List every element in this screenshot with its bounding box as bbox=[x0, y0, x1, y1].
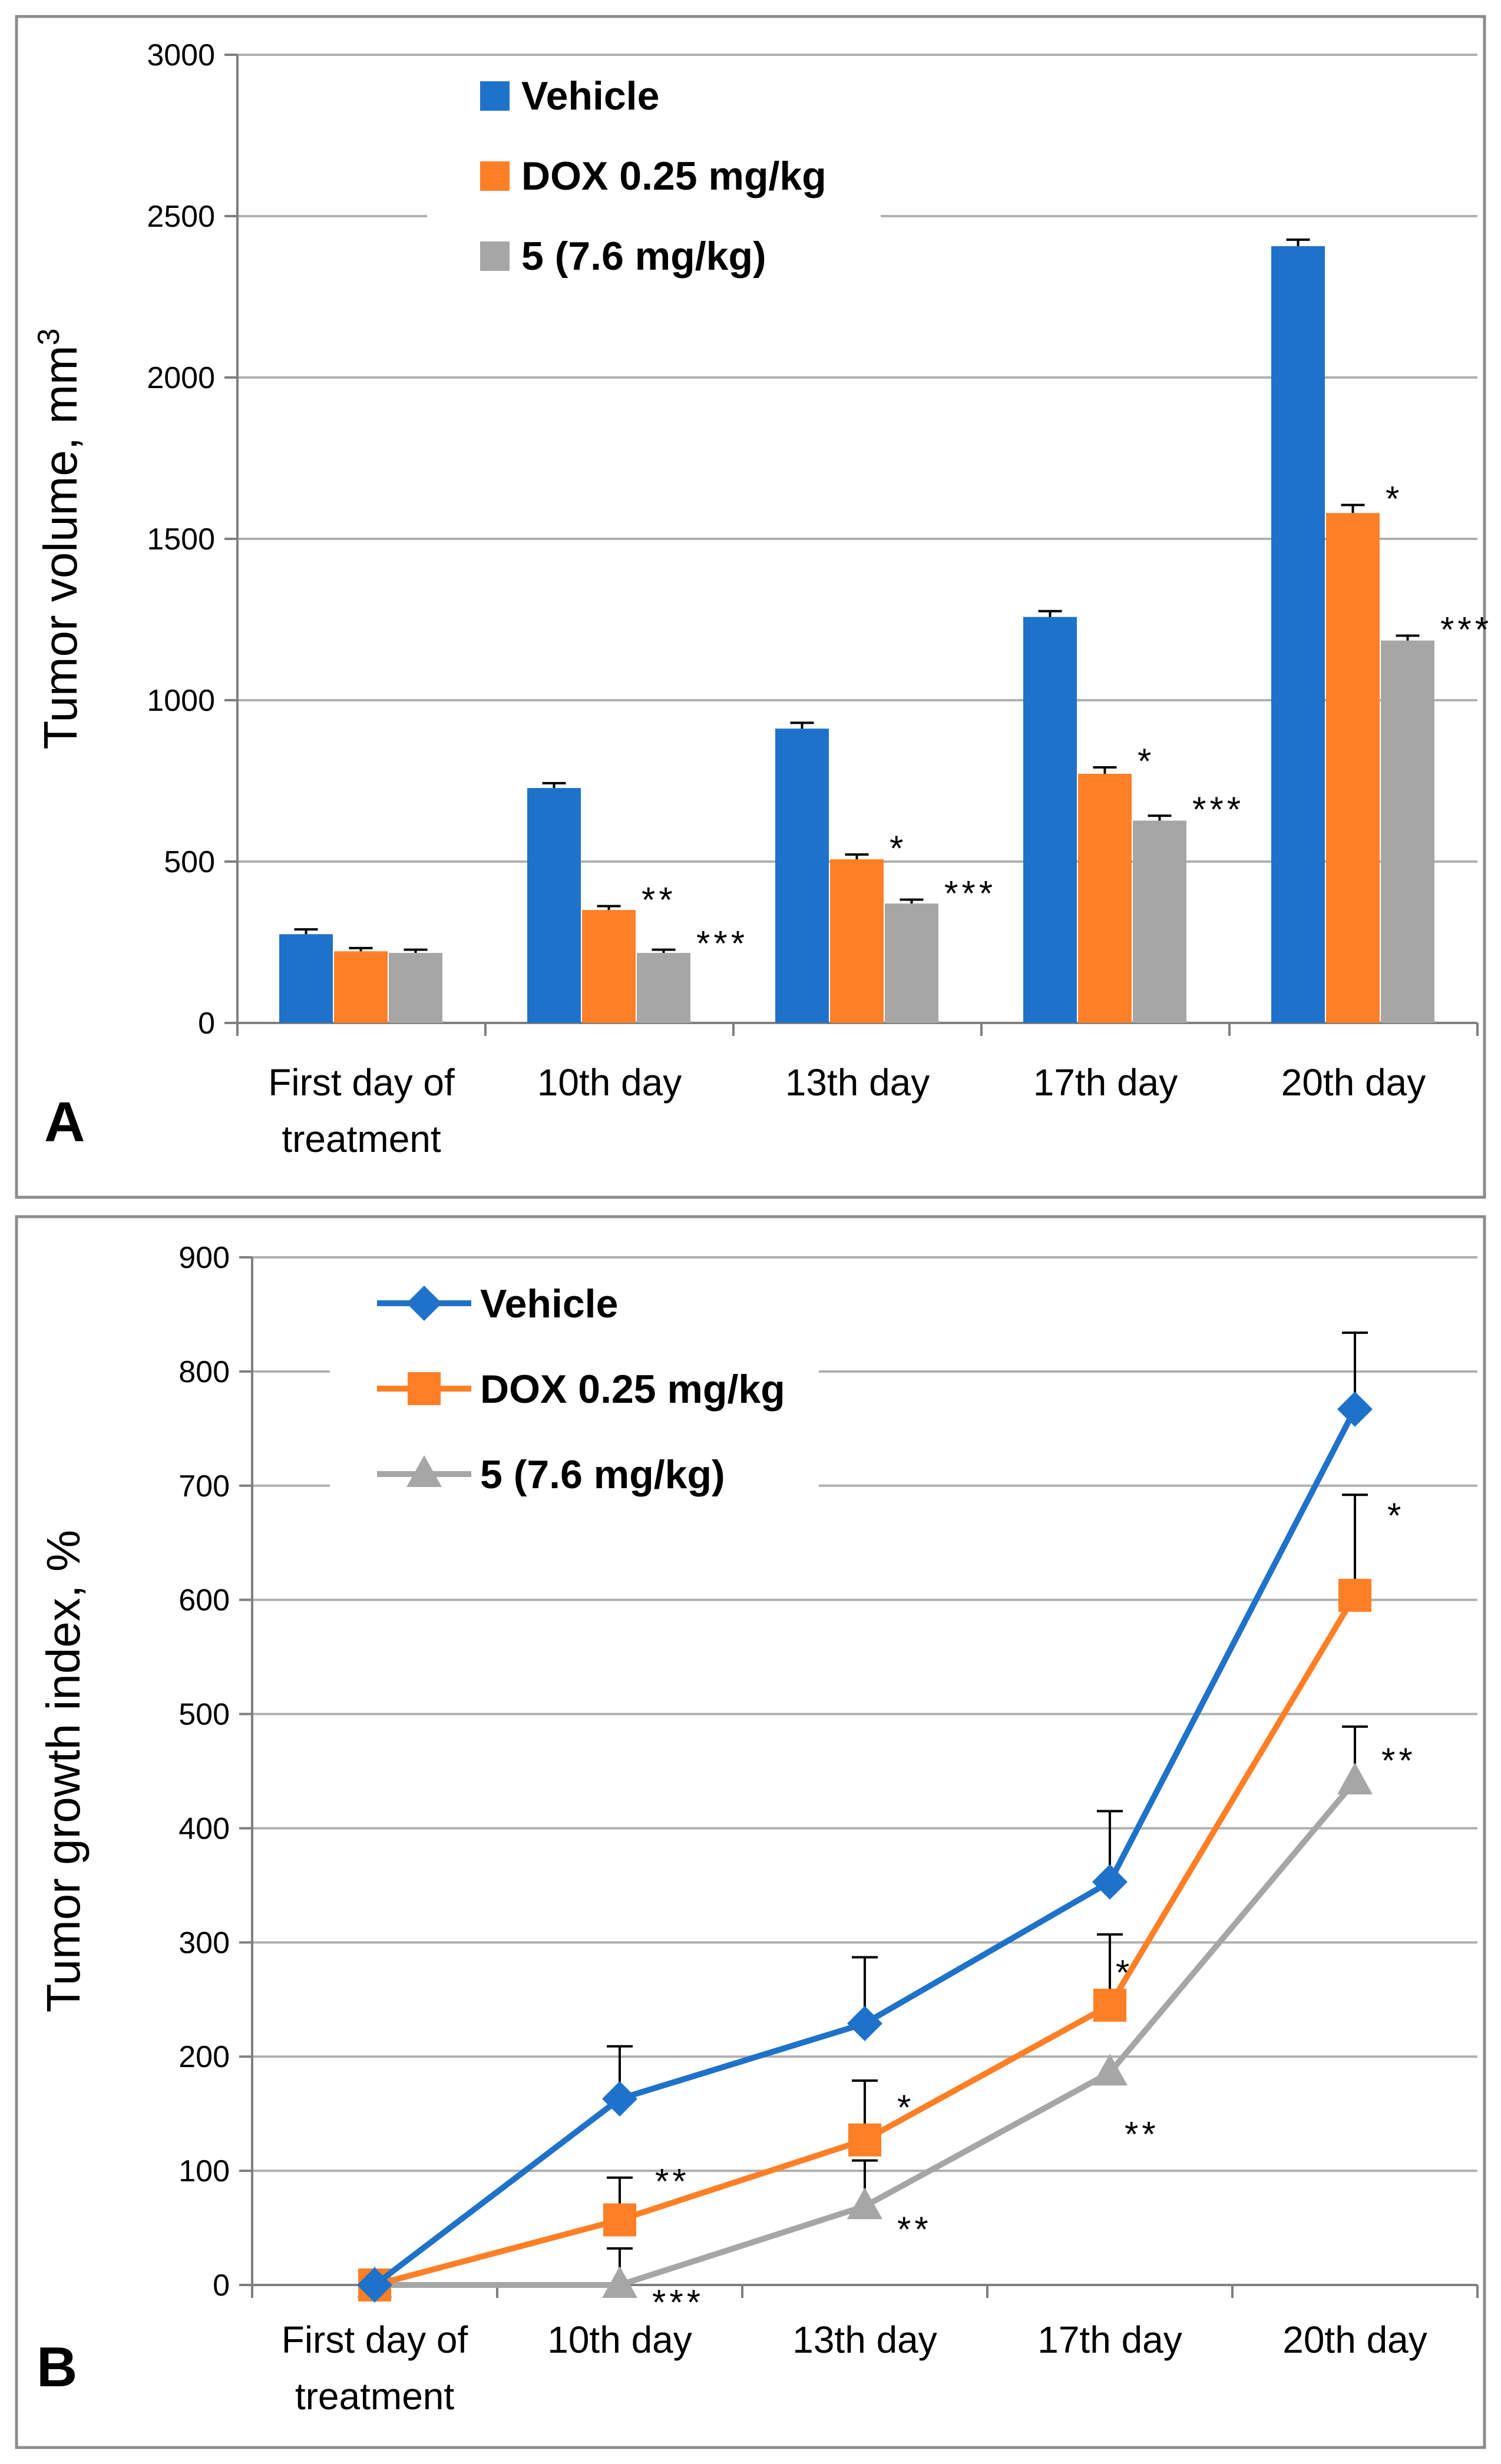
point-dox-0-25-mg-kg-13th-day bbox=[848, 2123, 881, 2157]
legend-label-vehicle: Vehicle bbox=[521, 74, 659, 118]
point-5-7-6-mg-kg-17th-day bbox=[1092, 2054, 1128, 2086]
y-tick-label-0: 0 bbox=[198, 1006, 215, 1041]
point-vehicle-10th-day bbox=[602, 2081, 637, 2117]
x-tick-label-20th-day: 20th day bbox=[1282, 2319, 1427, 2361]
point-dox-0-25-mg-kg-20th-day bbox=[1338, 1578, 1371, 1612]
significance-dox-0-25-mg-kg-17th-day: * bbox=[1138, 741, 1155, 781]
bar-dox-0-25-mg-kg-13th-day bbox=[830, 859, 884, 1023]
point-vehicle-20th-day bbox=[1337, 1391, 1373, 1427]
x-tick-label-10th-day: 10th day bbox=[537, 1061, 682, 1104]
bar-dox-0-25-mg-kg-17th-day bbox=[1078, 773, 1132, 1023]
significance-dox-0-25-mg-kg-20th-day: * bbox=[1386, 479, 1403, 518]
significance-dox-0-25-mg-kg-20th-day: * bbox=[1387, 1496, 1404, 1535]
y-tick-label-2000: 2000 bbox=[147, 361, 215, 395]
point-vehicle-first-day-of-treatment bbox=[357, 2267, 392, 2303]
bar-vehicle-10th-day bbox=[527, 788, 581, 1023]
legend-marker-dox-0-25-mg-kg bbox=[408, 1372, 441, 1405]
legend-label-5-7-6-mg-kg: 5 (7.6 mg/kg) bbox=[480, 1452, 725, 1497]
significance-5-7-6-mg-kg-20th-day: *** bbox=[1440, 610, 1492, 649]
bar-vehicle-20th-day bbox=[1271, 246, 1325, 1023]
legend-swatch-vehicle bbox=[480, 81, 510, 111]
x-tick-label-10th-day: 10th day bbox=[547, 2319, 692, 2361]
x-tick-label-first-day-of-treatment-line1: First day of bbox=[282, 2319, 468, 2361]
legend: Vehicle DOX 0.25 mg/kg 5 (7.6 mg/kg) bbox=[330, 1265, 819, 1524]
y-tick-label-3000: 3000 bbox=[147, 38, 215, 72]
panel-b-frame bbox=[15, 1215, 1486, 2449]
point-5-7-6-mg-kg-10th-day bbox=[602, 2266, 637, 2298]
y-tick-label-700: 700 bbox=[178, 1469, 230, 1503]
y-tick-label-500: 500 bbox=[178, 1698, 230, 1732]
significance-dox-0-25-mg-kg-10th-day: ** bbox=[642, 880, 676, 920]
point-5-7-6-mg-kg-20th-day bbox=[1337, 1762, 1373, 1794]
y-tick-label-500: 500 bbox=[164, 845, 215, 879]
panel-a-label: A bbox=[44, 1091, 85, 1154]
bar-5-7-6-mg-kg-13th-day bbox=[885, 903, 938, 1023]
x-tick-label-13th-day: 13th day bbox=[792, 2319, 937, 2361]
tumor-growth-index-line-chart: 0 100 200 300 400 500 600 700 800 900 First day of… bbox=[37, 1241, 1479, 2417]
x-tick-label-first-day-of-treatment-line1: First day of bbox=[268, 1061, 455, 1104]
bar-vehicle-17th-day bbox=[1023, 617, 1077, 1023]
x-tick-label-first-day-of-treatment-line2: treatment bbox=[282, 1118, 441, 1160]
legend-label-vehicle: Vehicle bbox=[480, 1281, 618, 1326]
significance-5-7-6-mg-kg-17th-day: *** bbox=[1192, 790, 1244, 829]
legend-swatch-dox-0-25-mg-kg bbox=[480, 161, 510, 191]
bar-vehicle-13th-day bbox=[775, 728, 829, 1023]
y-axis-title: Tumor volume, mm3 bbox=[32, 329, 87, 750]
significance-dox-0-25-mg-kg-10th-day: ** bbox=[655, 2161, 690, 2201]
y-tick-label-300: 300 bbox=[178, 1926, 230, 1960]
legend-swatch-5-7-6-mg-kg bbox=[480, 241, 510, 271]
x-tick-label-17th-day: 17th day bbox=[1033, 1061, 1178, 1104]
legend-label-dox-0-25-mg-kg: DOX 0.25 mg/kg bbox=[480, 1367, 785, 1412]
significance-5-7-6-mg-kg-13th-day: ** bbox=[897, 2210, 932, 2249]
bar-dox-0-25-mg-kg-20th-day bbox=[1326, 513, 1380, 1023]
legend-label-5-7-6-mg-kg: 5 (7.6 mg/kg) bbox=[521, 234, 766, 279]
legend-marker-5-7-6-mg-kg bbox=[406, 1455, 442, 1487]
point-dox-0-25-mg-kg-10th-day bbox=[603, 2203, 636, 2237]
significance-5-7-6-mg-kg-17th-day: ** bbox=[1125, 2114, 1159, 2154]
bar-dox-0-25-mg-kg-10th-day bbox=[582, 910, 636, 1023]
significance-dox-0-25-mg-kg-13th-day: * bbox=[897, 2088, 914, 2127]
panel-b-label: B bbox=[37, 2336, 77, 2399]
y-tick-label-600: 600 bbox=[178, 1584, 230, 1618]
significance-dox-0-25-mg-kg-17th-day: * bbox=[1116, 1953, 1133, 1992]
legend-label-dox-0-25-mg-kg: DOX 0.25 mg/kg bbox=[521, 154, 826, 198]
bar-5-7-6-mg-kg-10th-day bbox=[637, 953, 690, 1023]
y-tick-label-0: 0 bbox=[213, 2268, 230, 2303]
y-tick-label-400: 400 bbox=[178, 1811, 230, 1846]
y-axis-title: Tumor growth index, % bbox=[37, 1530, 90, 2013]
y-tick-label-1000: 1000 bbox=[147, 684, 215, 718]
x-tick-label-13th-day: 13th day bbox=[785, 1061, 930, 1104]
panel-a-frame bbox=[15, 15, 1486, 1199]
x-tick-label-20th-day: 20th day bbox=[1281, 1061, 1426, 1104]
tumor-volume-bar-chart: 0 500 1000 1500 2000 2500 3000 First day of trea… bbox=[32, 38, 1492, 1160]
point-vehicle-17th-day bbox=[1092, 1864, 1128, 1900]
significance-dox-0-25-mg-kg-13th-day: * bbox=[890, 829, 907, 868]
y-tick-label-900: 900 bbox=[178, 1241, 230, 1275]
bar-5-7-6-mg-kg-20th-day bbox=[1381, 640, 1434, 1023]
point-vehicle-13th-day bbox=[847, 2005, 882, 2041]
significance-5-7-6-mg-kg-20th-day: ** bbox=[1381, 1741, 1416, 1780]
y-tick-label-200: 200 bbox=[178, 2040, 230, 2074]
significance-5-7-6-mg-kg-10th-day: *** bbox=[652, 2283, 704, 2322]
y-tick-label-800: 800 bbox=[178, 1355, 230, 1389]
legend-marker-vehicle bbox=[406, 1286, 442, 1321]
y-tick-label-1500: 1500 bbox=[147, 522, 215, 557]
significance-5-7-6-mg-kg-13th-day: *** bbox=[944, 874, 996, 913]
x-tick-label-first-day-of-treatment-line2: treatment bbox=[295, 2375, 455, 2417]
legend: Vehicle DOX 0.25 mg/kg 5 (7.6 mg/kg) bbox=[427, 64, 881, 311]
y-tick-label-2500: 2500 bbox=[147, 200, 215, 234]
significance-5-7-6-mg-kg-10th-day: *** bbox=[696, 924, 748, 963]
bar-5-7-6-mg-kg-17th-day bbox=[1133, 820, 1186, 1023]
x-tick-label-17th-day: 17th day bbox=[1037, 2319, 1182, 2361]
point-dox-0-25-mg-kg-17th-day bbox=[1093, 1988, 1126, 2022]
point-5-7-6-mg-kg-13th-day bbox=[847, 2187, 882, 2220]
bar-vehicle-first-day-of-treatment bbox=[279, 934, 333, 1023]
bar-dox-0-25-mg-kg-first-day-of-treatment bbox=[334, 951, 388, 1023]
y-tick-label-100: 100 bbox=[178, 2154, 230, 2188]
bar-5-7-6-mg-kg-first-day-of-treatment bbox=[389, 953, 442, 1023]
